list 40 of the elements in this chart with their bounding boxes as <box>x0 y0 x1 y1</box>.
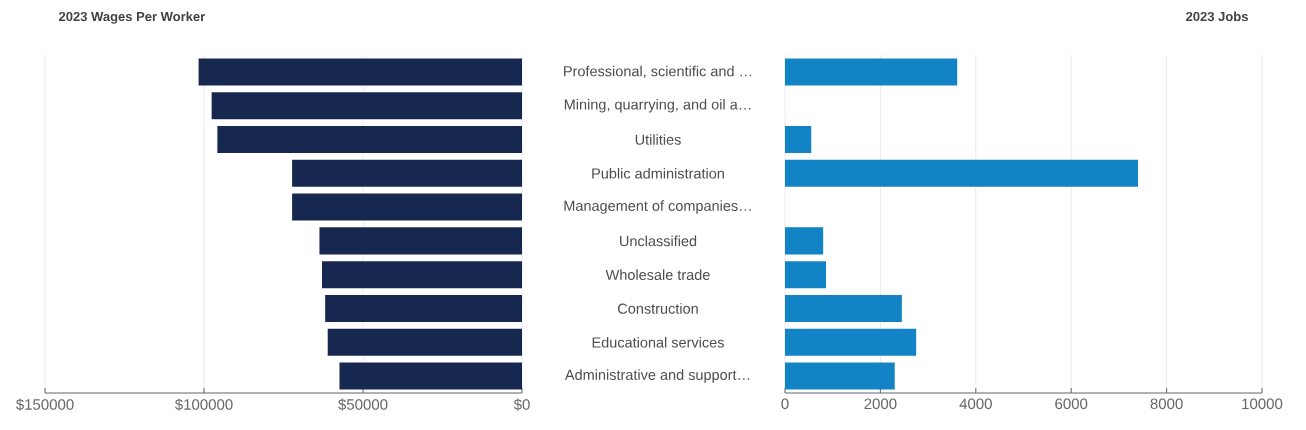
bar <box>325 294 523 323</box>
y-tick-label: Professional, scientific and … <box>564 65 752 79</box>
x-tick-label: $0 <box>513 398 530 411</box>
x-tick-label: 6000 <box>1055 398 1088 410</box>
y-tick-label: Mining, quarrying, and oil a… <box>564 98 751 113</box>
y-tick-label: Construction <box>618 303 698 314</box>
bar <box>785 362 895 390</box>
bar <box>319 227 523 255</box>
bar <box>292 193 523 221</box>
y-tick-label: Administrative and support… <box>564 369 750 383</box>
x-tick-label: $50000 <box>338 398 388 411</box>
bar <box>785 227 824 255</box>
chart-title: 2023 Jobs <box>1186 11 1248 22</box>
bar <box>217 125 523 154</box>
x-tick-label: $150000 <box>15 398 74 411</box>
bar <box>785 294 902 323</box>
bar <box>785 328 917 356</box>
bar <box>327 328 523 356</box>
bar <box>785 159 1138 187</box>
bar <box>785 58 958 86</box>
x-tick-label: 8000 <box>1150 398 1183 410</box>
y-tick-label: Unclassified <box>620 235 697 247</box>
x-tick-label: 10000 <box>1242 398 1283 410</box>
y-tick-label: Management of companies… <box>564 200 751 214</box>
y-tick-label: Wholesale trade <box>605 269 710 281</box>
y-tick-label: Public administration <box>592 167 724 179</box>
bar <box>198 58 523 86</box>
bar <box>785 261 827 289</box>
x-tick-label: 4000 <box>959 398 992 410</box>
bar <box>321 261 523 289</box>
bar <box>785 125 812 154</box>
y-tick-label: Educational services <box>592 336 724 348</box>
chart-title: 2023 Wages Per Worker <box>59 11 206 24</box>
bar <box>211 92 523 120</box>
bar <box>339 362 523 390</box>
x-tick-label: $100000 <box>174 398 233 411</box>
x-tick-label: 2000 <box>864 398 897 410</box>
bar <box>292 159 523 187</box>
x-tick-label: 0 <box>781 398 789 410</box>
y-tick-label: Utilities <box>635 134 681 145</box>
